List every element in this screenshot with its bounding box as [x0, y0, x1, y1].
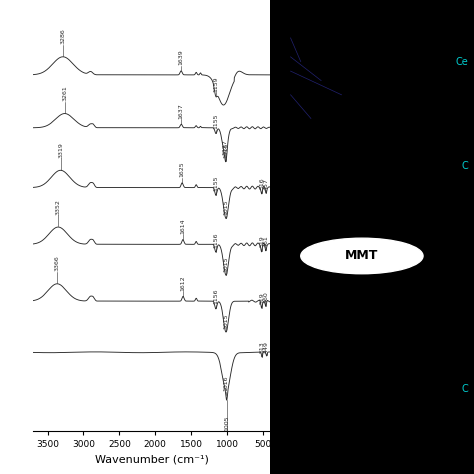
Text: 519: 519: [259, 236, 264, 247]
Text: 3261: 3261: [62, 85, 67, 101]
Text: 449: 449: [264, 341, 269, 353]
Text: 3366: 3366: [55, 255, 60, 271]
Text: 1016: 1016: [223, 376, 228, 391]
Text: 3319: 3319: [58, 142, 63, 158]
Text: 1625: 1625: [180, 162, 185, 177]
Text: 1156: 1156: [213, 232, 219, 247]
Text: 3286: 3286: [60, 28, 65, 44]
Text: C: C: [461, 383, 468, 394]
Text: 1612: 1612: [181, 275, 186, 291]
Text: 1637: 1637: [179, 103, 184, 118]
Text: 1015: 1015: [224, 313, 228, 328]
Text: 1005: 1005: [224, 416, 229, 431]
Text: Ce: Ce: [455, 56, 468, 67]
Text: 1027: 1027: [223, 139, 228, 155]
Text: 1155: 1155: [213, 175, 219, 191]
Text: 1015: 1015: [224, 143, 228, 158]
Text: 1015: 1015: [224, 256, 228, 272]
Text: 457: 457: [264, 178, 269, 190]
Text: 1156: 1156: [213, 289, 219, 304]
Text: 461: 461: [263, 236, 268, 247]
Text: 1155: 1155: [213, 113, 219, 129]
Text: 3352: 3352: [55, 199, 61, 215]
Text: 519: 519: [259, 292, 264, 304]
Text: 1639: 1639: [179, 49, 184, 65]
Text: 513: 513: [260, 341, 264, 353]
Text: C: C: [461, 161, 468, 171]
Text: 1159: 1159: [213, 76, 218, 91]
Text: 516: 516: [259, 178, 264, 189]
Text: 1015: 1015: [224, 200, 228, 215]
X-axis label: Wavenumber (cm⁻¹): Wavenumber (cm⁻¹): [95, 455, 209, 465]
Ellipse shape: [301, 238, 423, 274]
Text: MMT: MMT: [345, 249, 379, 263]
Text: 1614: 1614: [181, 218, 185, 234]
Text: 460: 460: [264, 291, 268, 303]
